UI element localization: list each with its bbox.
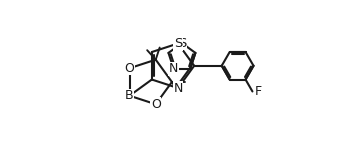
Text: S: S [174, 37, 182, 50]
Text: O: O [151, 98, 161, 111]
Text: S: S [178, 37, 186, 50]
Text: O: O [125, 62, 135, 75]
Text: N: N [169, 62, 178, 75]
Text: F: F [255, 85, 262, 98]
Text: B: B [125, 89, 134, 102]
Text: N: N [173, 82, 183, 95]
